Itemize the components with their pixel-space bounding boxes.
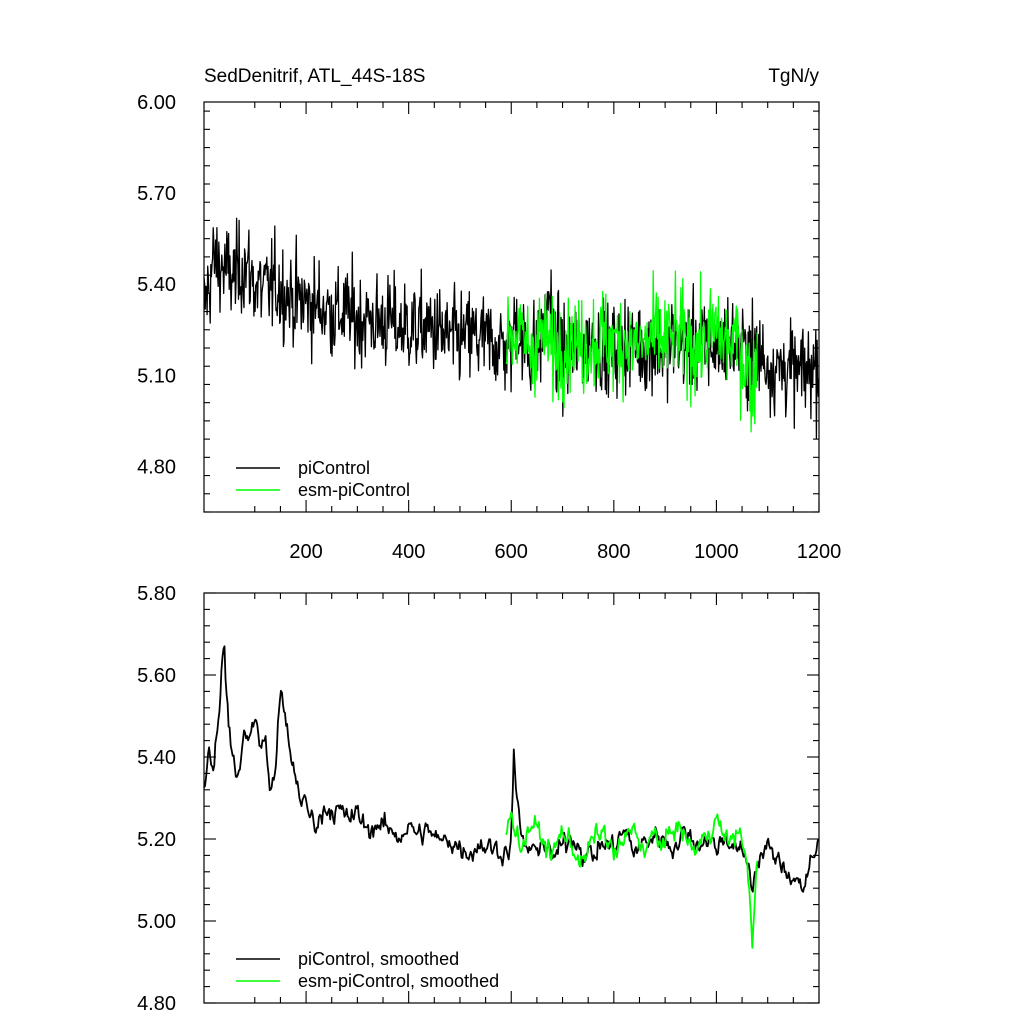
x-tick-label: 1200: [797, 541, 842, 563]
series-line-picontrol: [203, 217, 820, 440]
y-tick-label: 4.80: [137, 456, 176, 478]
y-tick-label: 5.40: [137, 747, 176, 769]
plot-frame: [203, 592, 820, 1004]
legend-label: esm-piControl: [298, 480, 410, 500]
y-tick-label: 4.80: [137, 993, 176, 1015]
legend-label: piControl: [298, 458, 370, 478]
y-tick-label: 5.70: [137, 183, 176, 205]
x-tick-label: 800: [597, 541, 630, 563]
legend-label: piControl, smoothed: [298, 949, 459, 969]
x-tick-label: 400: [392, 541, 425, 563]
units-label: TgN/y: [768, 66, 819, 87]
series-layer: [203, 217, 820, 440]
y-tick-label: 5.00: [137, 911, 176, 933]
legend-label: esm-piControl, smoothed: [298, 971, 499, 991]
y-tick-label: 5.10: [137, 365, 176, 387]
tick-layer: 4.80 5.00 5.20 5.40 5.60 5.80: [137, 583, 820, 1015]
y-tick-label: 5.60: [137, 665, 176, 687]
y-tick-label: 5.40: [137, 274, 176, 296]
x-tick-label: 1000: [694, 541, 739, 563]
series-line-picontrol: [203, 645, 820, 893]
y-tick-label: 5.80: [137, 583, 176, 605]
x-tick-label: 200: [289, 541, 322, 563]
series-layer: [203, 645, 820, 949]
x-tick-label: 600: [495, 541, 528, 563]
top-panel: SedDenitrif, ATL_44S-18S TgN/y 200 400 600…: [137, 66, 841, 563]
y-tick-label: 6.00: [137, 92, 176, 114]
chart-title: SedDenitrif, ATL_44S-18S: [204, 66, 425, 87]
series-line-esm-picontrol: [505, 811, 759, 949]
tick-layer: 200 400 600 800 1000 1200 4.80 5.10 5.40 5.70 6.00: [137, 92, 841, 563]
y-tick-label: 5.20: [137, 829, 176, 851]
bottom-panel: 4.80 5.00 5.20 5.40 5.60 5.80 piControl, smoo…: [137, 583, 820, 1015]
series-line-esm-picontrol: [505, 270, 758, 433]
